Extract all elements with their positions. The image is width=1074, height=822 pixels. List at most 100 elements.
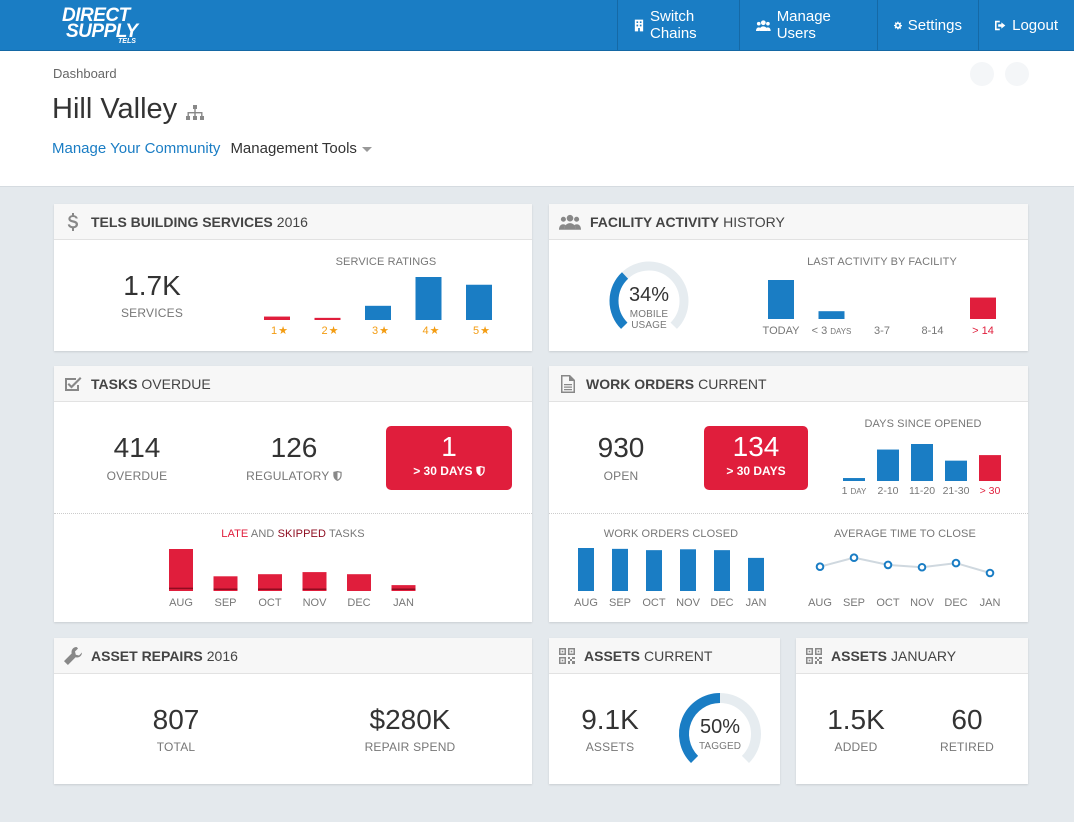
month-label: DEC (710, 597, 733, 609)
late-skipped-title: LATE AND SKIPPED TASKS (193, 528, 393, 540)
tasks-word: TASKS (328, 528, 365, 540)
avg-point (815, 562, 825, 572)
dollar-icon (67, 212, 78, 231)
star-icon: ★ (480, 324, 490, 337)
month-label: SEP (214, 597, 236, 609)
month-label: NOV (303, 597, 328, 609)
skipped-bar (258, 588, 282, 590)
switch-chains-button[interactable]: Switch Chains (617, 0, 739, 50)
management-tools-label: Management Tools (230, 140, 357, 157)
breadcrumb[interactable]: Dashboard (53, 66, 117, 81)
assets-current-card: ASSETS CURRENT 9.1K ASSETS 50% TAGGED (549, 638, 780, 784)
star-icon: ★ (430, 324, 440, 337)
tasks-over-30-label-text: > 30 DAYS (413, 464, 473, 478)
avg-time-close-title: AVERAGE TIME TO CLOSE (834, 528, 976, 540)
card-subtitle: HISTORY (723, 213, 785, 230)
late-skipped-chart: AUG SEP OCT NOV DEC JAN (169, 549, 416, 609)
tasks-over-30-days-box[interactable]: 1 > 30 DAYS (386, 426, 512, 490)
activity-bar (768, 280, 794, 319)
divider (54, 513, 532, 514)
month-label: SEP (609, 597, 631, 609)
card-subtitle: JANUARY (891, 647, 957, 664)
service-ratings-title: SERVICE RATINGS (335, 256, 437, 268)
tasks-over-30-label: > 30 DAYS (386, 464, 512, 478)
asset-repairs-card: ASSET REPAIRS 2016 807 TOTAL $280K REPAI… (54, 638, 532, 784)
logout-button[interactable]: Logout (978, 0, 1074, 50)
card-subtitle: 2016 (206, 647, 238, 664)
settings-button[interactable]: Settings (877, 0, 978, 50)
card-header: WORK ORDERS CURRENT (549, 366, 1028, 402)
card-header: TASKS OVERDUE (54, 366, 532, 402)
overdue-label: OVERDUE (106, 469, 168, 483)
direct-supply-logo[interactable]: DIRECT SUPPLY TELS (58, 4, 158, 46)
card-header: ASSETS CURRENT (549, 638, 780, 674)
wrench-icon (64, 646, 82, 665)
regulatory-label-text: REGULATORY (246, 469, 330, 483)
rating-bar (466, 284, 492, 320)
skipped-bar (169, 587, 193, 590)
regulatory-label: REGULATORY (234, 469, 354, 483)
rating-bar (415, 277, 442, 320)
and-word: AND (250, 528, 275, 540)
activity-label: TODAY (763, 325, 801, 337)
work-orders-over-30-box[interactable]: 134 > 30 DAYS (704, 426, 808, 490)
assets-january-card: ASSETS JANUARY 1.5K ADDED 60 RETIRED (796, 638, 1028, 784)
card-header: FACILITY ACTIVITY HISTORY (549, 204, 1028, 240)
days-bar (911, 444, 933, 481)
skipped-bar (302, 588, 327, 590)
sub-nav: Manage Your Community Management Tools (52, 140, 372, 157)
assets-retired-label: RETIRED (939, 740, 995, 754)
regulatory-count: 126 (270, 432, 318, 463)
shield-icon (333, 471, 342, 481)
last-activity-title: LAST ACTIVITY BY FACILITY (807, 256, 957, 268)
month-label: OCT (642, 597, 666, 609)
days-label: > 30 (980, 485, 1001, 497)
skipped-bar (391, 588, 416, 590)
card-title: WORK ORDERS (586, 375, 695, 392)
shield-icon (476, 466, 485, 476)
caret-down-icon (361, 147, 372, 152)
late-word: LATE (221, 528, 249, 540)
month-label: SEP (843, 597, 865, 609)
card-subtitle: OVERDUE (141, 375, 211, 392)
closed-bar (612, 548, 628, 591)
manage-community-link[interactable]: Manage Your Community (52, 140, 221, 157)
card-subtitle: CURRENT (644, 647, 713, 664)
card-title: TASKS (91, 375, 138, 392)
late-bar (302, 572, 327, 591)
activity-label: > 14 (972, 325, 994, 337)
hierarchy-icon[interactable] (185, 104, 205, 121)
days-bar (979, 455, 1001, 481)
month-label: DEC (944, 597, 967, 609)
checkbox-icon (65, 376, 82, 391)
assets-added-count: 1.5K (827, 704, 885, 735)
days-bar (945, 460, 967, 481)
late-bar (169, 549, 193, 591)
repair-spend-label: REPAIR SPEND (364, 740, 456, 754)
avg-time-close-chart: AUG SEP OCT NOV DEC JAN (808, 553, 1000, 609)
work-orders-over-30-count: 134 (732, 431, 780, 462)
gauge-fill (679, 693, 721, 763)
manage-users-button[interactable]: Manage Users (739, 0, 877, 50)
closed-bar (646, 550, 662, 591)
tagged-gauge (679, 693, 761, 763)
month-label: DEC (347, 597, 370, 609)
star-icon: ★ (329, 324, 339, 337)
card-subtitle: 2016 (276, 213, 308, 230)
mobile-usage-label-1: MOBILE (629, 309, 669, 320)
assets-count-label: ASSETS (585, 740, 635, 754)
settings-label: Settings (907, 16, 962, 34)
closed-bar (578, 548, 594, 591)
logout-icon (995, 20, 1006, 30)
avg-point (985, 568, 995, 578)
month-label: AUG (574, 597, 598, 609)
management-tools-dropdown[interactable]: Management Tools (230, 140, 372, 157)
card-title: ASSETS (831, 647, 888, 664)
card-title: FACILITY ACTIVITY (590, 213, 720, 230)
closed-bar (714, 550, 730, 591)
gauge-fill (609, 272, 629, 329)
ghost-circle (1005, 62, 1029, 86)
days-label: 1 DAY (842, 485, 867, 497)
logo-line1: DIRECT (62, 5, 130, 26)
late-bar (258, 574, 282, 591)
